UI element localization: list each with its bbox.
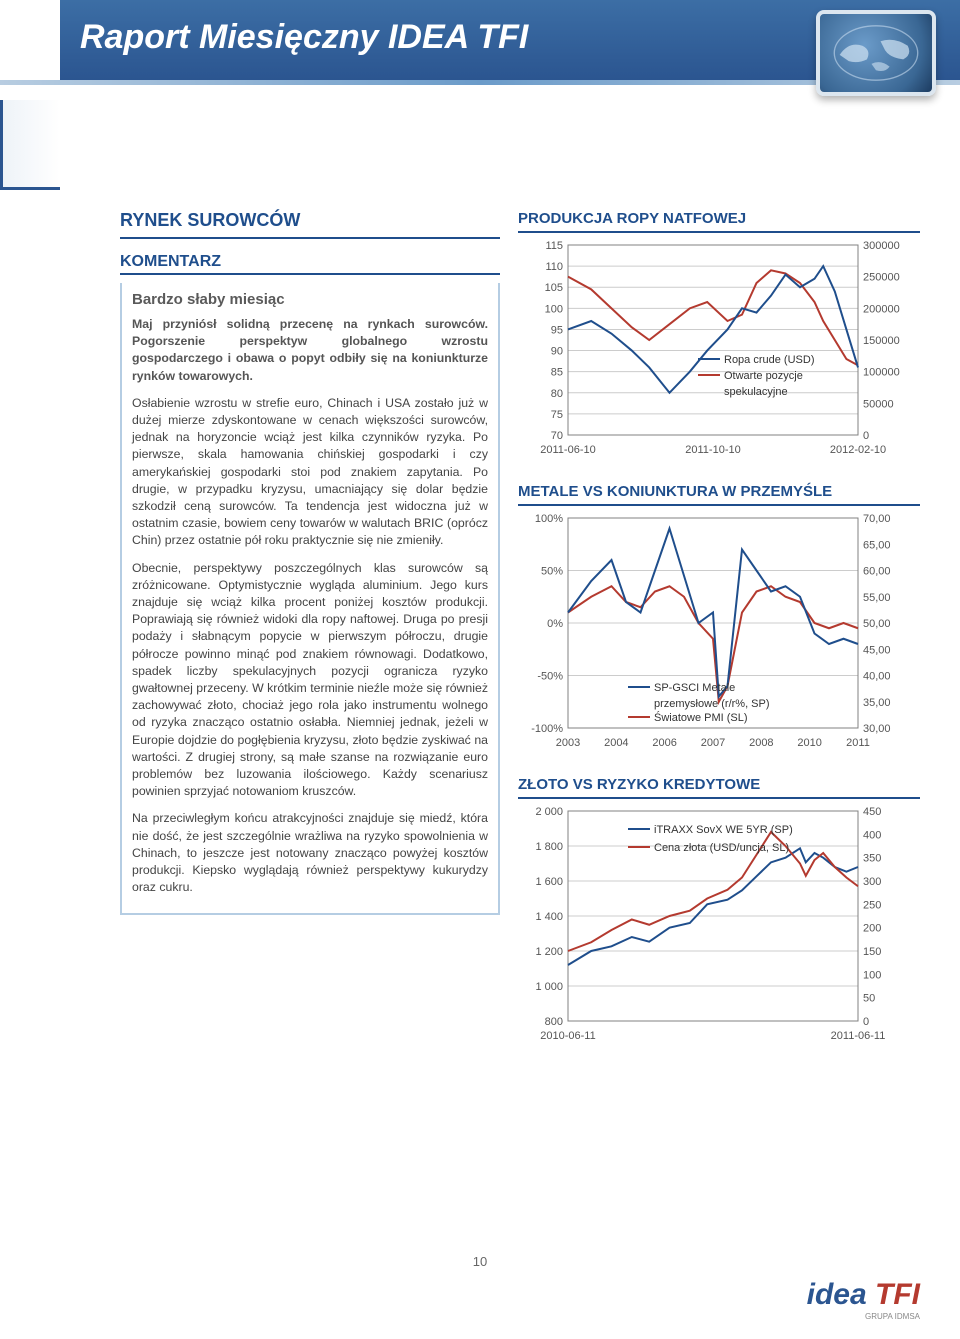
svg-text:Światowe PMI (SL): Światowe PMI (SL) (654, 711, 748, 724)
chart-gold-title: ZŁOTO VS RYZYKO KREDYTOWE (518, 776, 920, 799)
svg-text:0: 0 (863, 430, 869, 442)
svg-text:przemysłowe (r/r%, SP): przemysłowe (r/r%, SP) (654, 698, 770, 710)
svg-text:450: 450 (863, 806, 881, 818)
svg-text:250000: 250000 (863, 272, 900, 284)
svg-text:35,00: 35,00 (863, 697, 891, 709)
svg-text:SP-GSCI Metale: SP-GSCI Metale (654, 682, 735, 694)
chart-gold-svg: 800 1 000 1 200 1 400 1 600 1 800 2 000 0 50 100 1… (518, 805, 918, 1055)
svg-text:300: 300 (863, 876, 881, 888)
svg-text:150000: 150000 (863, 335, 900, 347)
svg-text:iTRAXX SovX WE 5YR (SP): iTRAXX SovX WE 5YR (SP) (654, 824, 793, 836)
svg-text:2008: 2008 (749, 737, 773, 749)
svg-text:2011-06-10: 2011-06-10 (540, 444, 595, 456)
svg-text:115: 115 (545, 240, 563, 252)
svg-text:90: 90 (551, 346, 563, 358)
svg-text:2003: 2003 (556, 737, 580, 749)
svg-text:2011: 2011 (846, 737, 870, 749)
sidebar-notch (0, 100, 60, 190)
svg-text:50: 50 (863, 993, 875, 1005)
commentary-label: KOMENTARZ (120, 253, 500, 271)
svg-text:1 800: 1 800 (535, 841, 563, 853)
svg-text:85: 85 (551, 367, 563, 379)
svg-text:100000: 100000 (863, 367, 900, 379)
svg-text:50%: 50% (541, 566, 563, 578)
paragraph-2: Osłabienie wzrostu w strefie euro, China… (132, 395, 488, 550)
svg-text:100: 100 (545, 303, 563, 315)
svg-text:2007: 2007 (701, 737, 725, 749)
svg-text:50000: 50000 (863, 398, 894, 410)
commentary-underline (120, 273, 500, 275)
commentary-subtitle: Bardzo słaby miesiąc (132, 291, 488, 308)
svg-text:45,00: 45,00 (863, 644, 891, 656)
page-number: 10 (473, 1254, 487, 1269)
svg-text:1 000: 1 000 (535, 981, 563, 993)
chart-metals: METALE VS KONIUNKTURA W PRZEMYŚLE -100%-… (518, 483, 920, 762)
svg-text:30,00: 30,00 (863, 723, 891, 735)
svg-text:2010: 2010 (797, 737, 821, 749)
svg-text:100: 100 (863, 969, 881, 981)
svg-text:Otwarte pozycje: Otwarte pozycje (724, 370, 803, 382)
svg-text:250: 250 (863, 899, 881, 911)
section-title: RYNEK SUROWCÓW (120, 210, 500, 231)
svg-text:300000: 300000 (863, 240, 900, 252)
svg-text:0: 0 (863, 1016, 869, 1028)
chart-metals-svg: -100% -50% 0% 50% 100% 30,00 35,00 40,00 45,00 50… (518, 512, 918, 762)
logo-tagline: GRUPA IDMSA (807, 1312, 920, 1321)
svg-text:80: 80 (551, 388, 563, 400)
svg-text:70: 70 (551, 430, 563, 442)
paragraph-3: Obecnie, perspektywy poszczególnych klas… (132, 560, 488, 801)
page-content: RYNEK SUROWCÓW KOMENTARZ Bardzo słaby mi… (120, 210, 920, 1239)
chart-oil: PRODUKCJA ROPY NATFOWEJ 70 75 80 85 90 95 100 1… (518, 210, 920, 469)
svg-text:Cena złota (USD/uncja, SL): Cena złota (USD/uncja, SL) (654, 842, 789, 854)
svg-text:Ropa crude (USD): Ropa crude (USD) (724, 354, 814, 366)
report-title: Raport Miesięczny IDEA TFI (80, 18, 528, 57)
svg-text:1 400: 1 400 (535, 911, 563, 923)
section-underline (120, 237, 500, 239)
svg-text:2006: 2006 (652, 737, 676, 749)
svg-text:800: 800 (545, 1016, 563, 1028)
svg-text:75: 75 (551, 409, 563, 421)
charts-column: PRODUKCJA ROPY NATFOWEJ 70 75 80 85 90 95 100 1… (518, 210, 920, 1239)
svg-text:40,00: 40,00 (863, 671, 891, 683)
svg-text:spekulacyjne: spekulacyjne (724, 386, 788, 398)
chart-metals-title: METALE VS KONIUNKTURA W PRZEMYŚLE (518, 483, 920, 506)
svg-text:110: 110 (545, 261, 563, 273)
svg-text:55,00: 55,00 (863, 592, 891, 604)
svg-text:2011-06-11: 2011-06-11 (831, 1030, 886, 1042)
svg-text:95: 95 (551, 324, 563, 336)
svg-text:1 200: 1 200 (535, 946, 563, 958)
svg-text:2004: 2004 (604, 737, 628, 749)
svg-text:400: 400 (863, 829, 881, 841)
commentary-column: RYNEK SUROWCÓW KOMENTARZ Bardzo słaby mi… (120, 210, 500, 1239)
svg-text:60,00: 60,00 (863, 566, 891, 578)
chart-oil-svg: 70 75 80 85 90 95 100 105 110 115 0 50000 100000 1500… (518, 239, 918, 469)
svg-text:65,00: 65,00 (863, 539, 891, 551)
svg-text:0%: 0% (547, 618, 563, 630)
paragraph-1: Maj przyniósł solidną przecenę na rynkac… (132, 316, 488, 385)
svg-text:100%: 100% (535, 513, 563, 525)
logo-main: idea (807, 1278, 867, 1311)
svg-text:1 600: 1 600 (535, 876, 563, 888)
svg-text:-100%: -100% (531, 723, 563, 735)
paragraph-4: Na przeciwległym końcu atrakcyjności zna… (132, 810, 488, 896)
svg-text:-50%: -50% (537, 671, 563, 683)
svg-text:2012-02-10: 2012-02-10 (830, 444, 886, 456)
svg-text:150: 150 (863, 946, 881, 958)
svg-text:2010-06-11: 2010-06-11 (540, 1030, 595, 1042)
logo-suffix: TFI (875, 1278, 920, 1311)
svg-text:2 000: 2 000 (535, 806, 563, 818)
svg-text:70,00: 70,00 (863, 513, 891, 525)
footer-logo: idea TFI GRUPA IDMSA (807, 1278, 920, 1321)
svg-text:50,00: 50,00 (863, 618, 891, 630)
svg-text:350: 350 (863, 853, 881, 865)
svg-text:105: 105 (545, 282, 563, 294)
header-left-tab (0, 0, 60, 80)
svg-text:2011-10-10: 2011-10-10 (685, 444, 740, 456)
commentary-box: Bardzo słaby miesiąc Maj przyniósł solid… (120, 283, 500, 915)
globe-badge (816, 10, 936, 96)
chart-gold: ZŁOTO VS RYZYKO KREDYTOWE 800 1 000 1 200 1… (518, 776, 920, 1055)
svg-text:200000: 200000 (863, 303, 900, 315)
chart-oil-title: PRODUKCJA ROPY NATFOWEJ (518, 210, 920, 233)
svg-text:200: 200 (863, 923, 881, 935)
